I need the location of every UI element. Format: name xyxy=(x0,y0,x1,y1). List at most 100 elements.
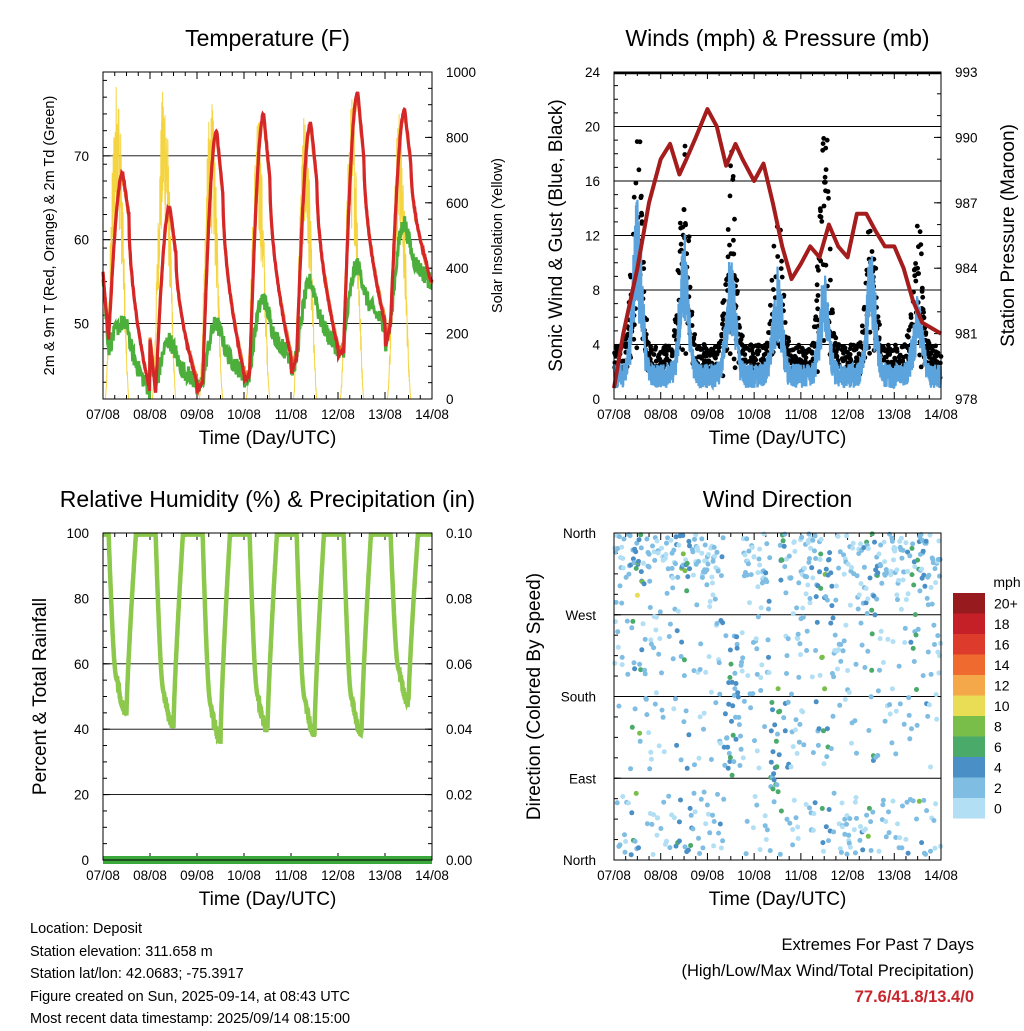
direction-point xyxy=(654,538,660,544)
direction-point xyxy=(732,686,738,692)
direction-point xyxy=(674,628,680,634)
direction-point xyxy=(619,654,625,660)
direction-point xyxy=(752,794,758,799)
direction-point xyxy=(831,790,837,796)
x-tick-label: 09/08 xyxy=(691,407,725,422)
direction-point xyxy=(757,847,763,853)
direction-point xyxy=(725,744,731,750)
direction-point xyxy=(804,628,810,634)
humidity-ylabel: Percent & Total Rainfall xyxy=(30,598,51,795)
direction-point xyxy=(919,566,925,572)
direction-point xyxy=(855,606,861,612)
direction-point xyxy=(717,691,723,697)
direction-point xyxy=(936,670,942,676)
gust-point xyxy=(873,266,879,271)
gust-point xyxy=(727,242,732,248)
direction-point xyxy=(875,570,881,576)
direction-point xyxy=(692,536,697,542)
direction-point xyxy=(690,572,696,578)
direction-point xyxy=(659,545,664,551)
direction-point xyxy=(804,574,810,580)
direction-point xyxy=(925,649,931,655)
direction-point xyxy=(807,596,813,601)
direction-point xyxy=(766,598,772,604)
legend-label: 10 xyxy=(994,698,1010,714)
direction-point xyxy=(735,690,741,696)
direction-point xyxy=(926,572,932,578)
direction-point xyxy=(613,599,619,605)
direction-point xyxy=(648,756,654,762)
x-tick-label: 10/08 xyxy=(737,868,771,883)
direction-point xyxy=(868,848,874,853)
y2-tick-label: 0.06 xyxy=(446,657,472,672)
legend-label: 4 xyxy=(994,759,1002,775)
direction-point xyxy=(710,558,716,564)
direction-point xyxy=(768,728,774,734)
gust-point xyxy=(836,342,841,347)
direction-point xyxy=(812,533,818,539)
gust-point xyxy=(740,347,746,353)
gust-point xyxy=(771,243,777,249)
direction-point xyxy=(699,550,705,556)
gust-point xyxy=(677,270,682,276)
y2-tick-label: 1000 xyxy=(446,65,476,80)
direction-point xyxy=(754,748,760,754)
gust-point xyxy=(779,274,785,280)
direction-point xyxy=(921,797,927,803)
direction-point xyxy=(704,802,710,808)
direction-point xyxy=(810,537,816,543)
direction-tick-label: North xyxy=(563,526,596,541)
direction-point xyxy=(659,670,664,676)
direction-point xyxy=(710,812,715,818)
gust-point xyxy=(699,355,704,361)
direction-point xyxy=(785,699,791,705)
x-tick-label: 09/08 xyxy=(180,868,214,883)
direction-point xyxy=(623,839,629,844)
direction-point xyxy=(796,674,802,680)
direction-point xyxy=(865,833,871,839)
direction-point xyxy=(759,580,765,586)
gust-point xyxy=(885,342,891,348)
temperature-frame xyxy=(102,71,433,400)
direction-point xyxy=(687,543,692,549)
legend-swatch xyxy=(953,757,985,778)
y-tick-label: 60 xyxy=(74,233,89,248)
gust-point xyxy=(818,214,824,220)
direction-point xyxy=(806,531,812,537)
y2-tick-label: 600 xyxy=(446,196,469,211)
recent-timestamp: Most recent data timestamp: 2025/09/14 0… xyxy=(30,1011,351,1027)
direction-point xyxy=(921,572,927,578)
legend-label: 2 xyxy=(994,780,1002,796)
y2-tick-label: 981 xyxy=(955,327,978,342)
direction-point xyxy=(931,622,937,628)
direction-point xyxy=(680,551,686,557)
y2-tick-label: 0 xyxy=(446,392,454,407)
direction-point xyxy=(685,574,691,580)
gust-point xyxy=(926,340,932,346)
gust-point xyxy=(641,266,647,271)
station-elevation: Station elevation: 311.658 m xyxy=(30,943,213,960)
direction-point xyxy=(671,547,677,553)
y2-tick-label: 0.00 xyxy=(446,853,472,868)
direction-point xyxy=(708,689,714,695)
direction-ylabel: Direction (Colored By Speed) xyxy=(524,573,545,820)
direction-point xyxy=(696,835,701,841)
direction-point xyxy=(620,555,626,561)
gust-point xyxy=(833,335,839,341)
gust-point xyxy=(796,342,802,348)
extremes-title: Extremes For Past 7 Days xyxy=(781,936,974,954)
direction-point xyxy=(684,588,690,594)
direction-point xyxy=(637,738,643,744)
gust-point xyxy=(933,343,938,349)
direction-point xyxy=(776,752,782,758)
direction-point xyxy=(650,852,656,857)
direction-point xyxy=(701,710,707,716)
direction-point xyxy=(935,633,941,639)
direction-panel: Wind Direction 07/08 08/08 09/08 10/08 11/08 1… xyxy=(524,486,958,910)
direction-point xyxy=(782,728,788,734)
direction-point xyxy=(680,533,686,538)
gust-point xyxy=(646,340,651,346)
direction-point xyxy=(748,705,754,711)
direction-point xyxy=(887,702,893,708)
direction-point xyxy=(864,812,870,818)
